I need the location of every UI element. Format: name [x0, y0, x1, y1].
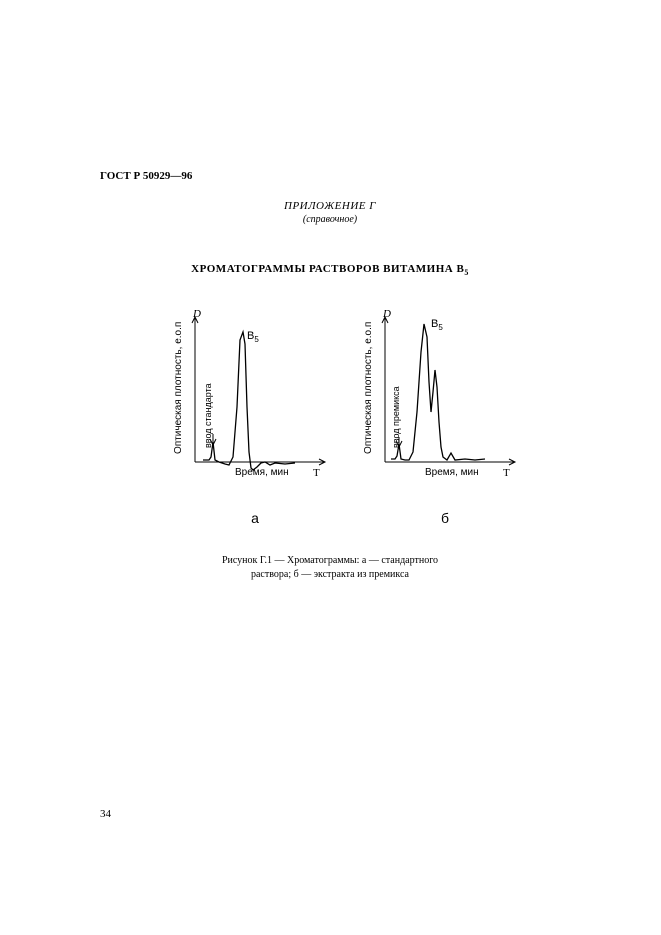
chart-a-id: а: [175, 510, 335, 526]
inject-label-b: ввод премикса: [391, 387, 401, 449]
chart-b-id: б: [365, 510, 525, 526]
main-title: ХРОМАТОГРАММЫ РАСТВОРОВ ВИТАМИНА В5: [100, 263, 560, 277]
chart-b-svg: [365, 312, 525, 477]
chromatogram-trace-b: [391, 324, 485, 460]
caption-line2: раствора; б — экстракта из премикса: [251, 569, 409, 580]
y-axis-letter-a: D: [193, 308, 201, 320]
y-axis-label-a: Оптическая плотность, е.о.п: [173, 322, 184, 454]
peak-sub-a: 5: [254, 335, 258, 344]
chromatogram-trace-a: [203, 332, 295, 470]
chart-a-wrapper: D Оптическая плотность, е.о.п ввод станд…: [175, 312, 335, 526]
peak-label-a: B5: [247, 330, 259, 344]
page-number: 34: [100, 808, 111, 820]
chart-b: D Оптическая плотность, е.о.п ввод преми…: [365, 312, 525, 502]
peak-label-b: B5: [431, 318, 443, 332]
main-title-sub: 5: [464, 268, 469, 277]
peak-sub-b: 5: [438, 323, 442, 332]
chart-b-wrapper: D Оптическая плотность, е.о.п ввод преми…: [365, 312, 525, 526]
main-title-text: ХРОМАТОГРАММЫ РАСТВОРОВ ВИТАМИНА В: [191, 263, 464, 275]
standard-code: ГОСТ Р 50929—96: [100, 170, 560, 182]
x-axis-letter-a: T: [313, 467, 320, 479]
appendix-title: ПРИЛОЖЕНИЕ Г: [100, 200, 560, 212]
inject-label-a: ввод стандарта: [203, 384, 213, 449]
caption-line1: Рисунок Г.1 — Хроматограммы: а — стандар…: [222, 555, 438, 566]
appendix-subtitle: (справочное): [100, 214, 560, 225]
y-axis-label-b: Оптическая плотность, е.о.п: [363, 322, 374, 454]
chart-a: D Оптическая плотность, е.о.п ввод станд…: [175, 312, 335, 502]
figure-caption: Рисунок Г.1 — Хроматограммы: а — стандар…: [100, 554, 560, 582]
x-axis-label-a: Время, мин: [235, 467, 289, 478]
charts-row: D Оптическая плотность, е.о.п ввод станд…: [140, 312, 560, 526]
y-axis-letter-b: D: [383, 308, 391, 320]
x-axis-letter-b: T: [503, 467, 510, 479]
x-axis-label-b: Время, мин: [425, 467, 479, 478]
